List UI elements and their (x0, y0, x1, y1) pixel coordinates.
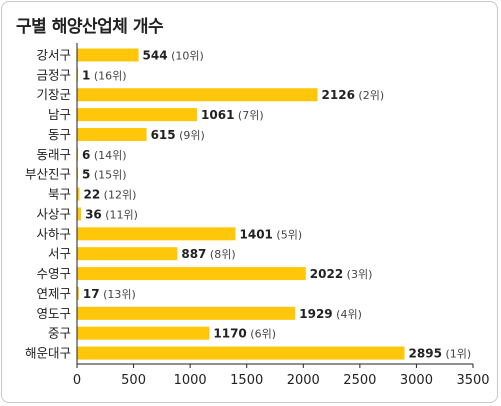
data-label: 1929 (4위) (299, 307, 362, 321)
bar (77, 187, 80, 201)
data-label-rank: (15위) (90, 169, 126, 182)
data-label-rank: (1위) (442, 348, 471, 361)
category-label: 동구 (48, 127, 71, 142)
bar (77, 108, 198, 122)
data-label: 615 (9위) (151, 128, 205, 142)
category-label: 중구 (48, 326, 71, 341)
x-tick-label: 1000 (174, 373, 207, 388)
data-label-value: 22 (83, 188, 100, 202)
data-label-rank: (5위) (273, 228, 302, 241)
data-label: 887 (8위) (181, 247, 235, 261)
data-label-value: 17 (83, 287, 100, 301)
data-label-value: 1401 (240, 227, 273, 241)
category-label: 강서구 (36, 48, 71, 63)
data-label-rank: (9위) (176, 129, 205, 142)
x-tick-label: 3000 (400, 373, 433, 388)
bar (77, 346, 405, 360)
data-label: 2022 (3위) (310, 267, 373, 281)
data-label-value: 2895 (409, 347, 442, 361)
category-label: 사하구 (36, 226, 71, 241)
x-tick-label: 1500 (230, 373, 263, 388)
data-label-value: 1061 (201, 108, 234, 122)
data-label: 1 (16위) (82, 68, 127, 82)
data-label-value: 1929 (299, 307, 332, 321)
bar (77, 207, 82, 221)
data-label-rank: (8위) (206, 248, 235, 261)
data-label: 1170 (6위) (213, 327, 276, 341)
data-label: 1401 (5위) (240, 227, 303, 241)
category-label: 사상구 (36, 206, 71, 221)
category-label: 서구 (48, 246, 71, 261)
data-label-rank: (4위) (333, 308, 362, 321)
x-tick-label: 2500 (343, 373, 376, 388)
data-label-value: 1 (82, 68, 90, 82)
x-tick-label: 0 (73, 373, 81, 388)
data-label-rank: (13위) (100, 288, 136, 301)
bar (77, 267, 306, 281)
bar (77, 306, 296, 320)
data-label-value: 887 (181, 247, 206, 261)
data-label: 544 (10위) (143, 49, 204, 63)
x-tick-label: 3500 (456, 373, 489, 388)
data-label: 17 (13위) (83, 287, 136, 301)
data-label-value: 5 (82, 168, 90, 182)
category-label: 남구 (48, 107, 71, 122)
data-label: 22 (12위) (83, 188, 136, 202)
data-label-rank: (6위) (247, 328, 276, 341)
data-label: 6 (14위) (82, 148, 127, 162)
data-label-rank: (7위) (234, 109, 263, 122)
category-label: 북구 (48, 187, 71, 202)
data-label: 36 (11위) (85, 207, 138, 221)
data-label-rank: (2위) (355, 89, 384, 102)
category-label: 동래구 (36, 147, 71, 162)
category-label: 영도구 (36, 306, 71, 321)
data-label: 5 (15위) (82, 168, 127, 182)
data-label-value: 544 (143, 49, 168, 63)
bar (77, 326, 210, 340)
data-label-value: 2126 (322, 88, 355, 102)
bar (77, 48, 139, 62)
x-tick-label: 500 (121, 373, 146, 388)
data-label-value: 1170 (213, 327, 246, 341)
category-label: 연제구 (36, 286, 71, 301)
data-label: 2895 (1위) (409, 347, 472, 361)
bar (77, 127, 147, 141)
chart-title: 구별 해양산업체 개수 (16, 17, 164, 37)
data-label-value: 2022 (310, 267, 343, 281)
category-label: 부산진구 (25, 167, 71, 182)
data-label: 1061 (7위) (201, 108, 264, 122)
data-label-value: 6 (82, 148, 90, 162)
category-label: 수영구 (36, 266, 71, 281)
data-label-rank: (12위) (100, 189, 136, 202)
bar (77, 88, 318, 102)
data-label-rank: (3위) (343, 268, 372, 281)
data-label-rank: (16위) (90, 69, 126, 82)
x-tick-label: 2000 (287, 373, 320, 388)
bar (77, 227, 236, 241)
category-label: 금정구 (36, 67, 71, 82)
bar (77, 247, 178, 261)
category-label: 해운대구 (25, 346, 71, 361)
data-label-rank: (11위) (102, 208, 138, 221)
category-label: 기장군 (36, 87, 71, 102)
bar (77, 286, 79, 300)
data-label-value: 36 (85, 207, 102, 221)
data-label: 2126 (2위) (322, 88, 385, 102)
data-label-rank: (14위) (90, 149, 126, 162)
data-label-rank: (10위) (168, 50, 204, 63)
data-label-value: 615 (151, 128, 176, 142)
